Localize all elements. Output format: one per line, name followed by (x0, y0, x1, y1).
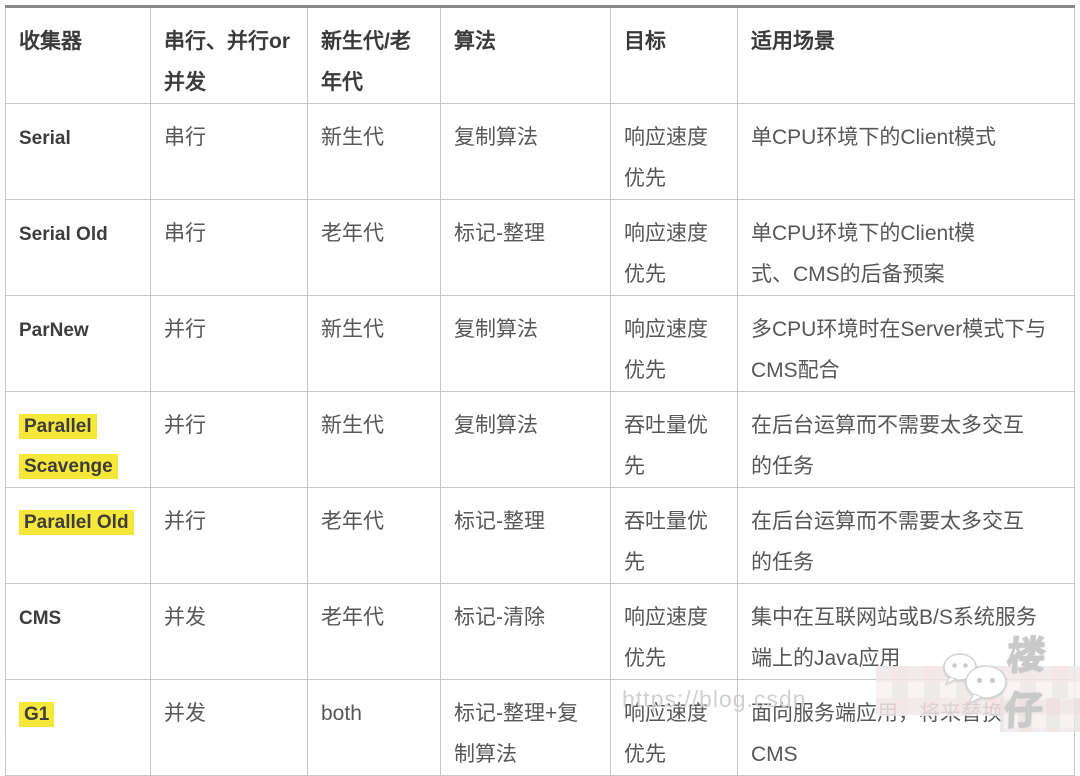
cell-mode: 并行 (150, 487, 308, 584)
cell-mode: 并发 (150, 679, 308, 776)
cell-algorithm: 标记-整理+复 制算法 (440, 679, 611, 776)
cell-collector-name: Parallel Scavenge (5, 391, 151, 488)
collector-name-label: Parallel Old (19, 510, 134, 535)
collector-name-label: CMS (19, 608, 62, 629)
chat-bubbles-icon (943, 653, 1007, 705)
cell-mode: 并发 (150, 583, 308, 680)
cell-generation: 老年代 (307, 583, 441, 680)
collector-name-label: Serial Old (19, 224, 108, 245)
table-row-serial-old: Serial Old 串行 老年代 标记-整理 响应速度 优先 单CPU环境下的… (5, 199, 1075, 296)
gc-collectors-table: 收集器 串行、并行or 并发 新生代/老 年代 算法 目标 适用场景 Seria… (5, 5, 1075, 776)
cell-algorithm: 标记-清除 (440, 583, 611, 680)
col-header-collector: 收集器 (5, 6, 151, 104)
cell-generation: 老年代 (307, 199, 441, 296)
table-row-parallel-old: Parallel Old 并行 老年代 标记-整理 吞吐量优 先 在后台运算而不… (5, 487, 1075, 584)
screenshot-canvas: 收集器 串行、并行or 并发 新生代/老 年代 算法 目标 适用场景 Seria… (5, 5, 1080, 776)
brand-watermark: 楼仔 (938, 634, 1078, 734)
cell-generation: 新生代 (307, 103, 441, 200)
cell-goal: 响应速度 优先 (610, 295, 738, 392)
cell-goal: 吞吐量优 先 (610, 487, 738, 584)
cell-algorithm: 复制算法 (440, 295, 611, 392)
col-header-mode: 串行、并行or 并发 (150, 6, 308, 104)
cell-generation: both (307, 679, 441, 776)
collector-name-label: Serial (19, 128, 71, 149)
cell-scenario: 在后台运算而不需要太多交互 的任务 (737, 391, 1075, 488)
cell-goal: 吞吐量优 先 (610, 391, 738, 488)
table-row-cms: CMS 并发 老年代 标记-清除 响应速度 优先 集中在互联网站或B/S系统服务… (5, 583, 1075, 680)
col-header-goal: 目标 (610, 6, 738, 104)
cell-generation: 老年代 (307, 487, 441, 584)
header-row: 收集器 串行、并行or 并发 新生代/老 年代 算法 目标 适用场景 (5, 6, 1075, 104)
col-header-scenario: 适用场景 (737, 6, 1075, 104)
cell-collector-name: ParNew (5, 295, 151, 392)
collector-name-label: ParNew (19, 320, 89, 341)
cell-algorithm: 复制算法 (440, 103, 611, 200)
cell-mode: 串行 (150, 103, 308, 200)
cell-collector-name: CMS (5, 583, 151, 680)
cell-collector-name: G1 (5, 679, 151, 776)
cell-scenario: 单CPU环境下的Client模式 (737, 103, 1075, 200)
cell-scenario: 集中在互联网站或B/S系统服务 端上的Java应用 (737, 583, 1075, 680)
cell-collector-name: Parallel Old (5, 487, 151, 584)
cell-collector-name: Serial (5, 103, 151, 200)
cell-goal: 响应速度 优先 (610, 679, 738, 776)
cell-goal: 响应速度 优先 (610, 199, 738, 296)
cell-goal: 响应速度 优先 (610, 583, 738, 680)
cell-scenario: 单CPU环境下的Client模 式、CMS的后备预案 (737, 199, 1075, 296)
cell-generation: 新生代 (307, 391, 441, 488)
cell-generation: 新生代 (307, 295, 441, 392)
cell-scenario: 多CPU环境时在Server模式下与 CMS配合 (737, 295, 1075, 392)
col-header-algorithm: 算法 (440, 6, 611, 104)
collector-name-label: G1 (19, 702, 55, 727)
brand-name-label: 楼仔 (1002, 634, 1049, 734)
cell-mode: 并行 (150, 391, 308, 488)
table-row-parallel-scavenge: Parallel Scavenge 并行 新生代 复制算法 吞吐量优 先 在后台… (5, 391, 1075, 488)
cell-collector-name: Serial Old (5, 199, 151, 296)
cell-mode: 并行 (150, 295, 308, 392)
cell-algorithm: 标记-整理 (440, 199, 611, 296)
col-header-generation: 新生代/老 年代 (307, 6, 441, 104)
cell-algorithm: 复制算法 (440, 391, 611, 488)
cell-mode: 串行 (150, 199, 308, 296)
table-row-parnew: ParNew 并行 新生代 复制算法 响应速度 优先 多CPU环境时在Serve… (5, 295, 1075, 392)
cell-algorithm: 标记-整理 (440, 487, 611, 584)
collector-name-label: Parallel Scavenge (19, 414, 118, 479)
table-row-serial: Serial 串行 新生代 复制算法 响应速度 优先 单CPU环境下的Clien… (5, 103, 1075, 200)
mosaic-blur-patch-corner (1000, 698, 1080, 732)
cell-goal: 响应速度 优先 (610, 103, 738, 200)
cell-scenario: 在后台运算而不需要太多交互 的任务 (737, 487, 1075, 584)
